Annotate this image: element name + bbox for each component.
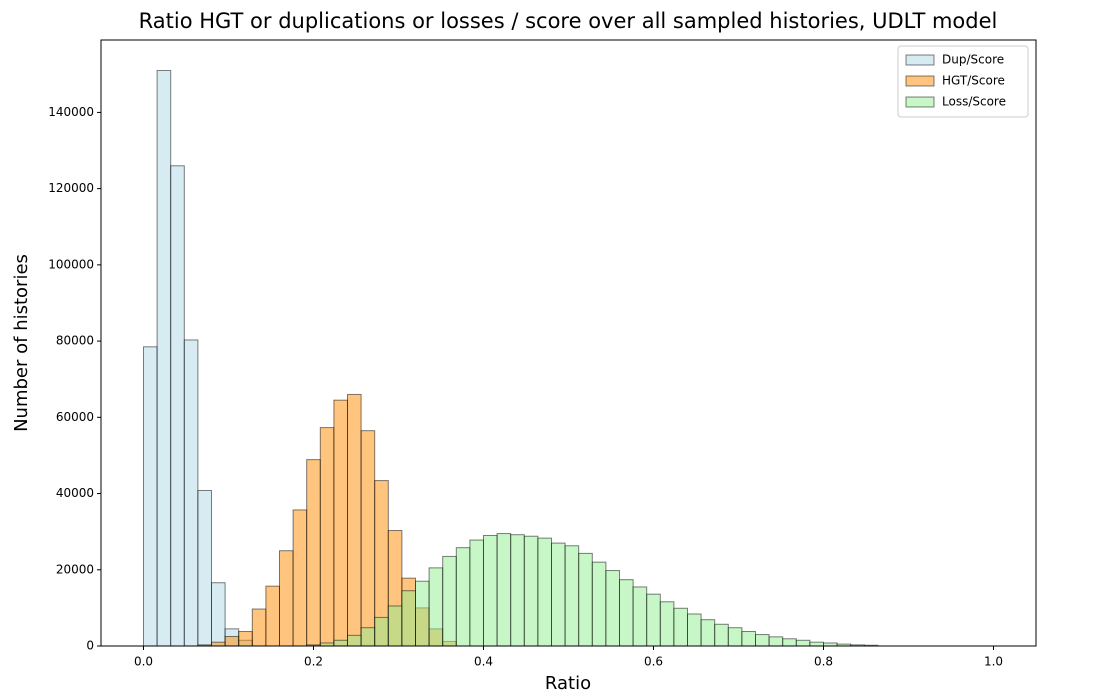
plot-frame [100, 39, 1037, 647]
histogram-bar [483, 534, 498, 647]
y-tick-label: 20000 [56, 562, 94, 576]
histogram-bar [564, 545, 580, 647]
legend-label: Dup/Score [942, 53, 1004, 67]
legend-swatch [905, 96, 935, 108]
histogram-bar [795, 639, 811, 647]
histogram-bar [782, 638, 797, 647]
histogram-bar [360, 430, 376, 647]
histogram-bar [170, 165, 185, 647]
histogram-bar [741, 631, 757, 647]
y-axis-label: Number of histories [11, 254, 32, 432]
histogram-bar [360, 627, 376, 647]
histogram-bar [523, 535, 539, 647]
histogram-bar [251, 608, 267, 647]
histogram-bar [700, 619, 716, 647]
chart-title: Ratio HGT or duplications or losses / sc… [139, 9, 998, 33]
histogram-bar [347, 634, 362, 647]
x-tick-label: 0.4 [474, 655, 493, 669]
histogram-bar [496, 533, 512, 647]
x-tick-label: 1.0 [984, 655, 1003, 669]
histogram-bar [279, 550, 294, 647]
legend-swatch [905, 75, 935, 87]
y-tick-label: 80000 [56, 334, 94, 348]
x-tick-label: 0.8 [814, 655, 833, 669]
histogram-bar [143, 346, 158, 647]
x-tick-label: 0.0 [134, 655, 153, 669]
histogram-bar [687, 613, 702, 647]
histogram-bar [551, 542, 566, 647]
histogram-bar [292, 509, 308, 647]
histogram-bar [646, 593, 661, 647]
histogram-bar [156, 69, 172, 647]
histogram-bar [809, 641, 825, 647]
histogram-bar [537, 537, 553, 647]
legend-label: Loss/Score [942, 95, 1006, 109]
y-tick-label: 60000 [56, 410, 94, 424]
histogram-bar [578, 552, 593, 647]
histogram-bar [401, 590, 416, 647]
y-tick-label: 100000 [48, 257, 94, 271]
histogram-bar [197, 489, 212, 647]
histogram-bar [415, 580, 430, 647]
y-tick-label: 40000 [56, 486, 94, 500]
histogram-bar [768, 636, 784, 647]
histogram-bar [442, 555, 457, 647]
histogram-bar [428, 567, 444, 647]
histogram-bar [333, 399, 348, 647]
histogram-bar [211, 641, 226, 647]
y-tick-label: 120000 [48, 181, 94, 195]
histogram-bar [605, 570, 621, 647]
histogram-bar [469, 539, 484, 647]
legend-swatch [905, 54, 935, 66]
histogram-bar [632, 586, 648, 647]
histogram-bar [755, 634, 770, 647]
x-axis-label: Ratio [545, 673, 591, 694]
histogram-bar [510, 534, 525, 647]
histogram-bar [238, 631, 253, 647]
histogram-bar [727, 627, 743, 647]
histogram-bar [306, 459, 321, 647]
histogram-bar [714, 623, 729, 647]
histogram-bar [455, 547, 471, 647]
histogram-bar [333, 639, 348, 647]
histogram-bar [619, 579, 634, 647]
histogram-bar [183, 339, 199, 647]
histogram-bar [673, 607, 689, 647]
legend-label: HGT/Score [942, 74, 1005, 88]
histogram-bar [374, 616, 389, 647]
y-tick-label: 140000 [48, 105, 94, 119]
histogram-bar [659, 601, 675, 647]
y-tick-label: 0 [86, 639, 94, 653]
x-tick-label: 0.2 [304, 655, 323, 669]
histogram-bar [224, 635, 240, 647]
histogram-bar [591, 561, 607, 647]
histogram-bar [265, 585, 280, 647]
histogram-bar [211, 582, 226, 647]
histogram-bar [387, 605, 403, 647]
histogram-bar [347, 393, 362, 647]
histogram-bar [319, 427, 335, 647]
x-tick-label: 0.6 [644, 655, 663, 669]
